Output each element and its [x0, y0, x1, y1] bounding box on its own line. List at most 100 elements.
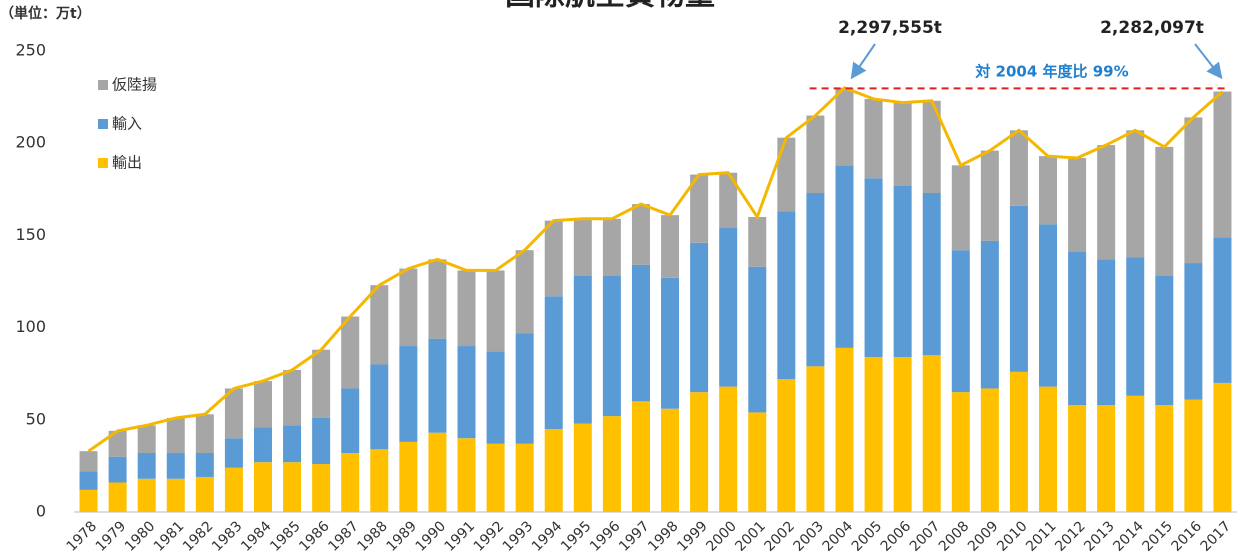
x-tick-label: 1990	[413, 518, 450, 555]
x-tick-label: 1987	[325, 518, 362, 555]
bar-segment	[341, 316, 360, 389]
x-tick-label: 1996	[587, 518, 624, 555]
x-tick-label: 2014	[1110, 518, 1147, 555]
annotation: 2,282,097t	[1100, 18, 1204, 38]
bar-segment	[166, 452, 185, 479]
x-tick-label: 2004	[820, 518, 857, 555]
x-tick-label: 1978	[64, 518, 101, 555]
bar-segment	[341, 388, 360, 453]
bar-segment	[1009, 371, 1028, 512]
bar-segment	[399, 268, 418, 347]
unit-label: （単位：万t）	[0, 5, 91, 22]
bar-segment	[1184, 399, 1203, 512]
bar-segment	[1184, 117, 1203, 264]
bar-segment	[1039, 156, 1058, 225]
bar-segment	[1039, 224, 1058, 387]
legend-swatch	[98, 158, 108, 168]
bar-segment	[166, 417, 185, 453]
x-tick-label: 2010	[994, 518, 1031, 555]
bar-segment	[922, 100, 941, 193]
bar-segment	[137, 478, 156, 512]
bar-segment	[428, 338, 447, 433]
bar-segment	[79, 471, 98, 490]
x-tick-label: 2000	[703, 518, 740, 555]
bar-segment	[1097, 405, 1116, 512]
bar-segment	[544, 429, 563, 512]
bar-segment	[835, 87, 854, 166]
bar-segment	[573, 218, 592, 276]
bar-segment	[399, 346, 418, 442]
legend-swatch	[98, 80, 108, 90]
bar-segment	[79, 451, 98, 472]
bar-segment	[515, 333, 534, 444]
bar-segment	[1213, 91, 1232, 238]
x-tick-label: 1995	[558, 518, 595, 555]
bar-segment	[428, 259, 447, 339]
bar-segment	[195, 476, 214, 512]
chart-title: 国際航空貨物量	[505, 0, 715, 13]
x-tick-label: 1998	[645, 518, 682, 555]
bar-segment	[399, 441, 418, 512]
x-tick-label: 1986	[296, 518, 333, 555]
x-tick-label: 1993	[500, 518, 537, 555]
total-line	[87, 86, 1224, 453]
bar-segment	[544, 220, 563, 297]
x-tick-label: 2016	[1169, 518, 1206, 555]
bar-segment	[312, 464, 331, 512]
bar-segment	[922, 355, 941, 512]
bar-segment	[283, 425, 302, 463]
bar-segment	[1155, 275, 1174, 406]
bar-segment	[312, 417, 331, 465]
x-tick-label: 1980	[122, 518, 159, 555]
bar-segment	[748, 266, 767, 413]
legend-swatch	[98, 119, 108, 129]
bar-segment	[283, 462, 302, 512]
annotation: 2,297,555t	[838, 18, 942, 38]
bar-segment	[690, 174, 709, 243]
bar-segment	[428, 432, 447, 512]
x-tick-label: 2013	[1081, 518, 1118, 555]
arrow	[850, 43, 876, 80]
bar-segment	[951, 392, 970, 512]
bar-segment	[951, 165, 970, 251]
bar-segment	[661, 277, 680, 409]
bar-segment	[806, 366, 825, 512]
bar-segment	[457, 438, 476, 512]
bar-segment	[1126, 395, 1145, 512]
bar-segment	[1039, 386, 1058, 512]
bar-segment	[1155, 146, 1174, 276]
bar-segment	[312, 349, 331, 418]
bar-segment	[661, 408, 680, 512]
x-tick-label: 1979	[93, 518, 130, 555]
bar-segment	[224, 388, 243, 439]
bar-segment	[573, 275, 592, 424]
bar-segment	[631, 204, 650, 265]
bar-segment	[486, 270, 505, 352]
x-tick-label: 1988	[354, 518, 391, 555]
y-tick-label: 50	[26, 409, 46, 428]
x-tick-label: 2015	[1139, 518, 1176, 555]
bar-segment	[893, 357, 912, 512]
bar-segment	[806, 115, 825, 193]
y-tick-label: 0	[36, 502, 46, 521]
bar-segment	[283, 370, 302, 426]
y-tick-label: 150	[15, 225, 46, 244]
bar-segment	[1097, 259, 1116, 406]
x-tick-label: 2008	[936, 518, 973, 555]
bar-segment	[980, 388, 999, 512]
bar-segment	[893, 102, 912, 186]
bar-segment	[137, 425, 156, 453]
bar-segment	[748, 412, 767, 512]
x-tick-label: 1992	[471, 518, 508, 555]
bar-segment	[457, 346, 476, 439]
bar-segment	[864, 178, 883, 358]
x-tick-label: 1997	[616, 518, 653, 555]
bar-segment	[1068, 405, 1087, 512]
bar-segment	[195, 414, 214, 453]
bar-segment	[631, 264, 650, 402]
bar-segment	[79, 489, 98, 512]
x-tick-label: 1999	[674, 518, 711, 555]
bar-segment	[224, 438, 243, 468]
x-tick-label: 2007	[907, 518, 944, 555]
bar-segment	[341, 452, 360, 512]
